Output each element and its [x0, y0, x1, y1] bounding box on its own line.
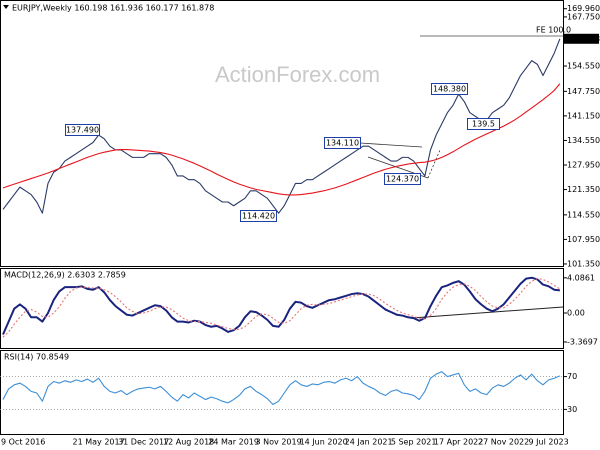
y-tick-label: 107.950 — [567, 235, 600, 244]
y-tick-label: 147.750 — [567, 87, 600, 96]
x-tick-label: 27 Nov 2022 — [478, 438, 529, 447]
panel-frames — [0, 0, 564, 435]
y-tick-label: 70 — [567, 372, 577, 381]
x-tick-label: 9 Oct 2016 — [1, 438, 45, 447]
series-line — [2, 278, 561, 338]
annotation-box — [384, 173, 421, 185]
annotation: 137.490 — [66, 126, 99, 135]
y-tick-label: 101.350 — [567, 259, 600, 268]
macd-trendline — [411, 306, 564, 319]
title-icon — [3, 5, 9, 9]
y-tick-label: 127.950 — [567, 160, 600, 169]
x-tick-label: 24 Jan 2021 — [345, 438, 393, 447]
annotation-box — [65, 124, 100, 136]
y-tick-label: 4.0861 — [567, 273, 595, 282]
x-tick-label: 17 Apr 2022 — [434, 438, 483, 447]
y-tick-label: 161.878 — [567, 34, 600, 43]
x-tick-label: 12 Aug 2018 — [163, 438, 214, 447]
x-tick-label: 24 Mar 2019 — [208, 438, 259, 447]
fe-label: FE 100.0 — [536, 26, 571, 35]
annotation: 139.5 — [472, 120, 495, 129]
y-tick-label: 154.550 — [567, 62, 600, 71]
y-tick-label: 167.750 — [567, 12, 600, 21]
annotation-box — [324, 137, 361, 149]
y-tick-label: 114.550 — [567, 210, 600, 219]
macd-title: MACD(12,26,9) 2.6303 2.7859 — [4, 271, 126, 280]
rsi-title: RSI(14) 70.8549 — [4, 353, 69, 362]
y-tick-label: 134.550 — [567, 136, 600, 145]
main-panel-frame — [0, 0, 564, 267]
annotation-box — [431, 83, 468, 95]
series-line — [2, 83, 561, 196]
price-box — [564, 33, 599, 44]
annotations: 137.490 114.420 134.110 124.370 148.380 … — [65, 83, 500, 222]
y-tick-label: 0.00 — [567, 308, 585, 317]
annotation: 134.110 — [326, 139, 359, 148]
annotation: 124.370 — [386, 175, 419, 184]
x-tick-label: 14 Jun 2020 — [300, 438, 348, 447]
x-tick-label: 21 May 2017 — [73, 438, 125, 447]
annotation: 148.380 — [433, 85, 466, 94]
y-tick-label: 121.350 — [567, 185, 600, 194]
x-tick-label: 9 Jul 2023 — [529, 438, 569, 447]
y-tick-label: 141.150 — [567, 111, 600, 120]
breakout-line — [427, 149, 441, 179]
x-tick-label: 5 Sep 2021 — [391, 438, 437, 447]
series-line — [2, 38, 561, 214]
macd-panel-frame — [0, 268, 564, 349]
watermark: ActionForex.com — [215, 62, 380, 87]
triangle-upper — [359, 142, 423, 148]
annotation-box — [467, 118, 500, 130]
y-tick-label: 30 — [567, 405, 577, 414]
annotation: 114.420 — [242, 212, 275, 221]
series-line — [2, 371, 561, 406]
annotation-box — [240, 210, 277, 222]
x-tick-label: 31 Dec 2017 — [118, 438, 169, 447]
y-tick-label: -3.3697 — [567, 337, 598, 346]
chart-title: EURJPY,Weekly 160.198 161.936 160.177 16… — [12, 4, 214, 13]
rsi-panel-frame — [0, 350, 564, 435]
x-tick-label: 3 Nov 2019 — [256, 438, 302, 447]
y-tick-label: 169.960 — [567, 4, 600, 13]
